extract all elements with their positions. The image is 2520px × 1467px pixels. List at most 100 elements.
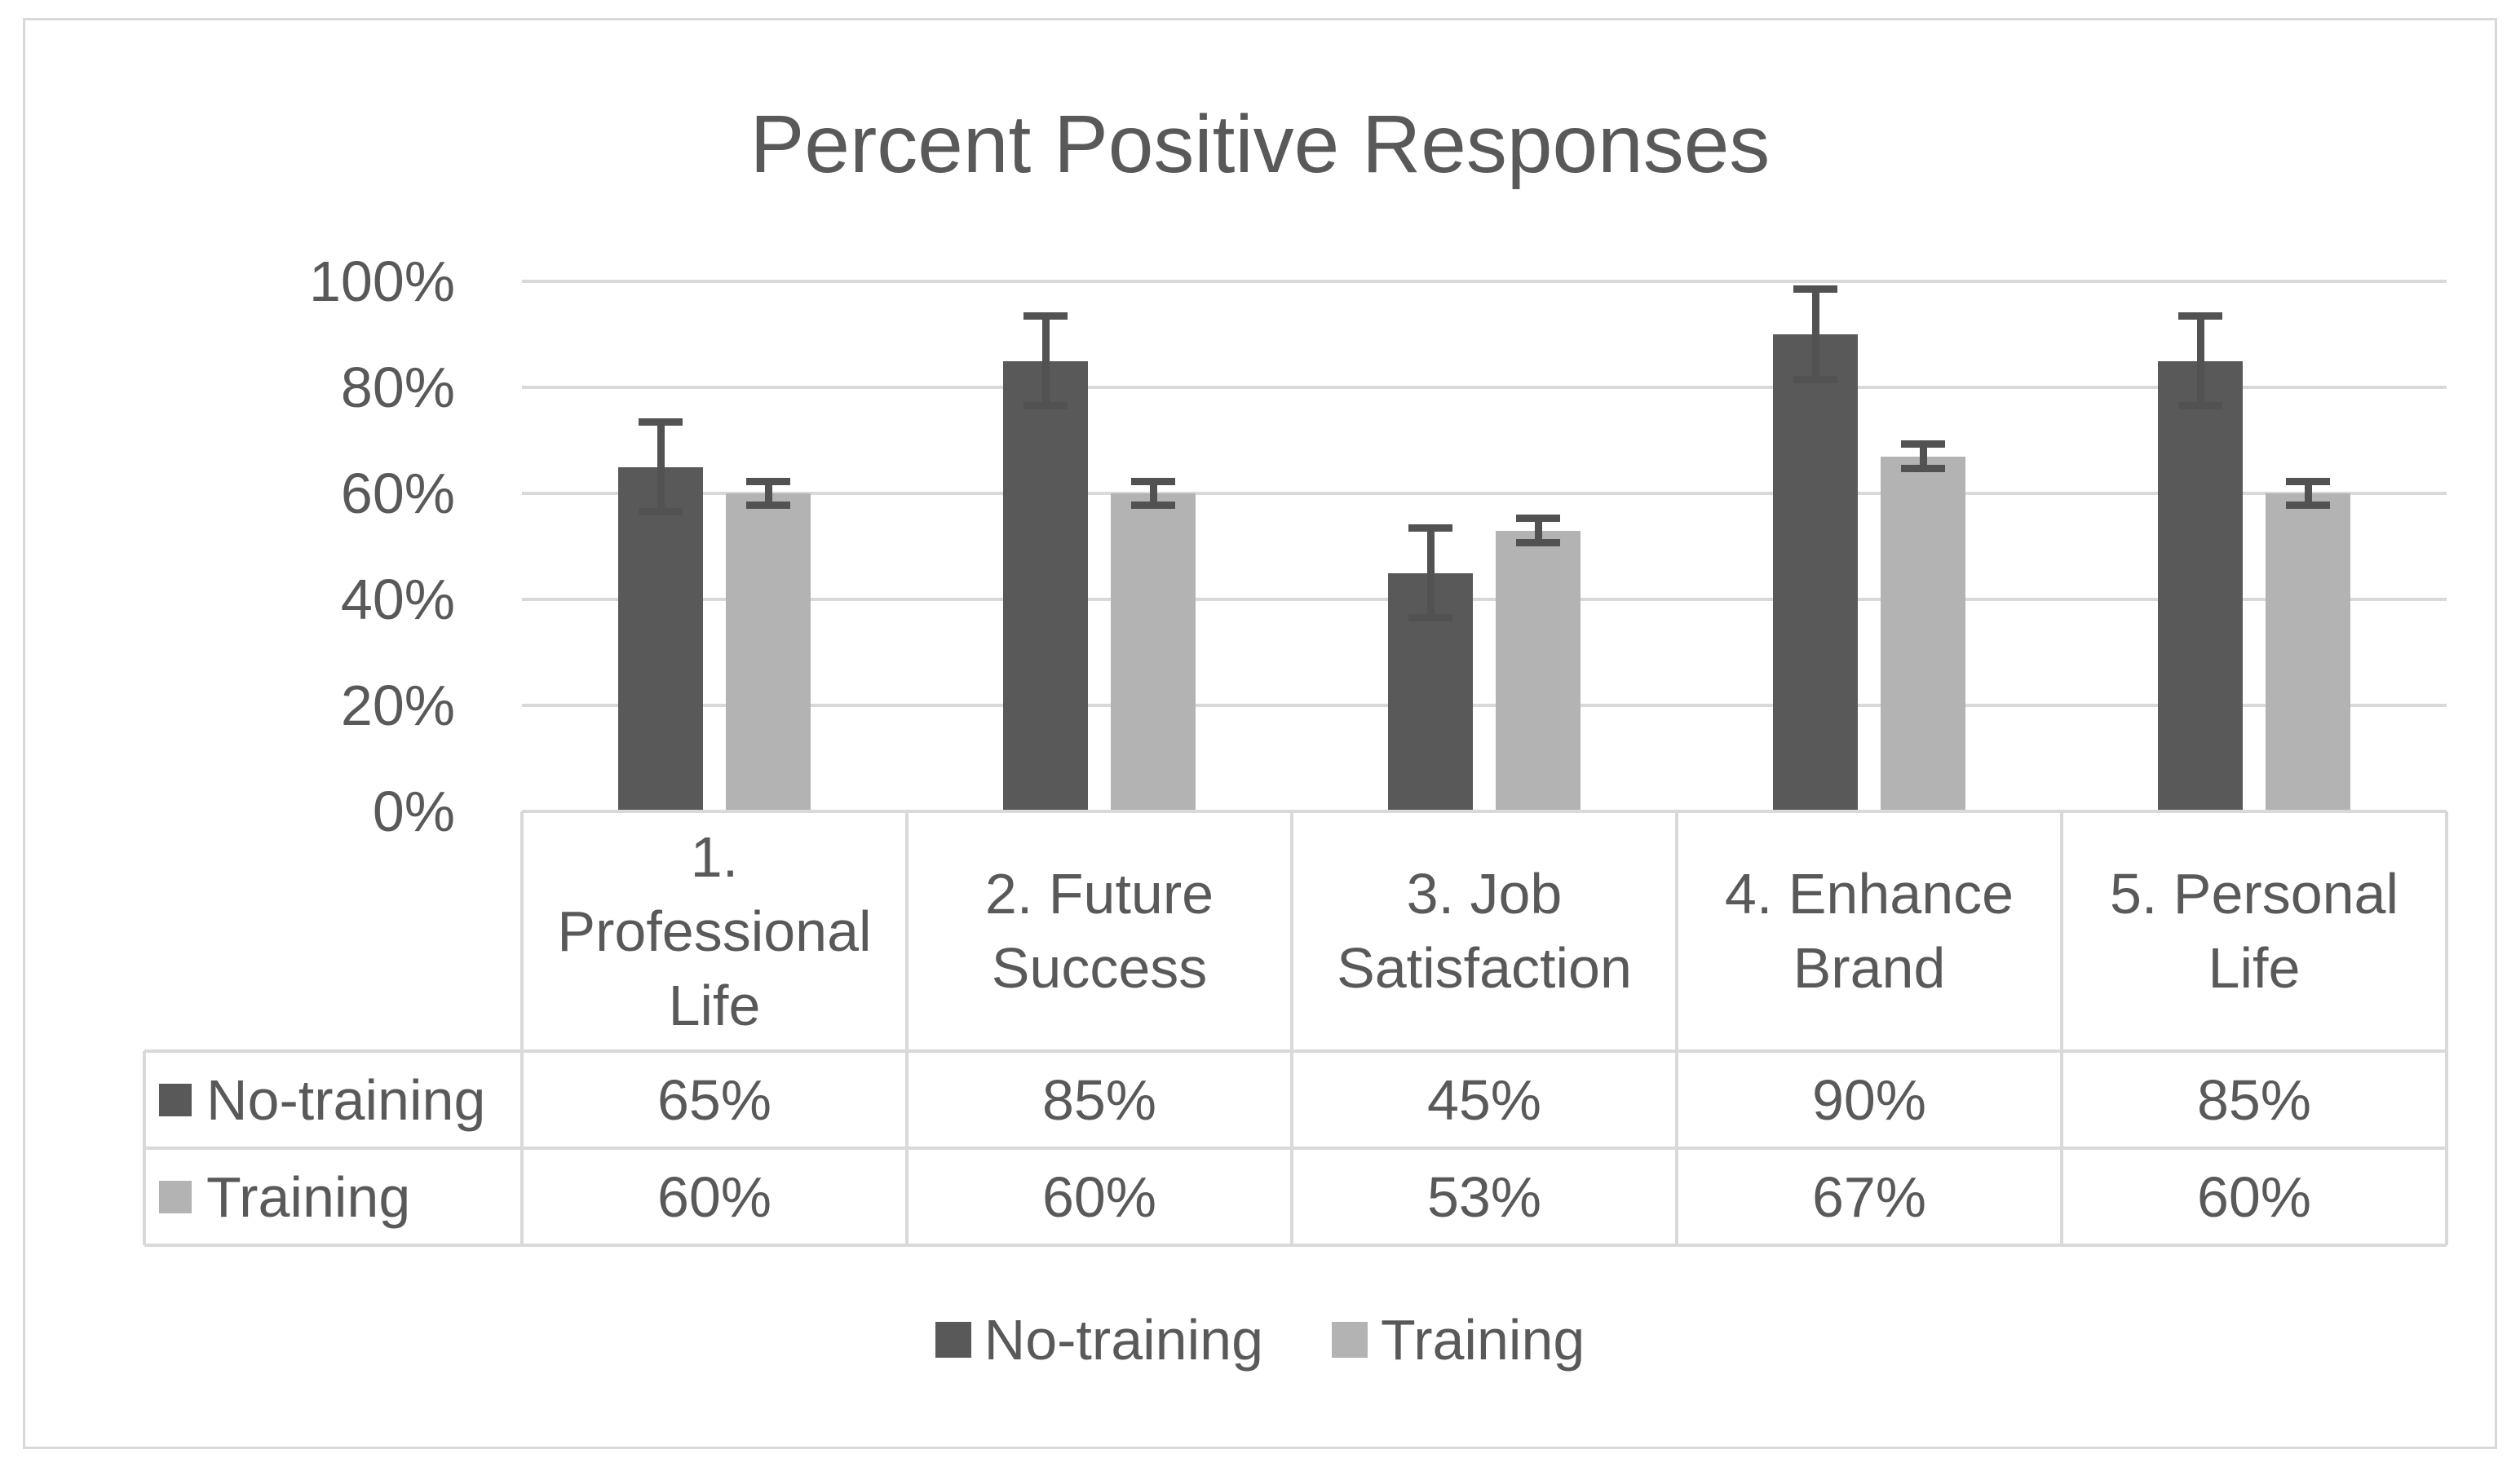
table-border-h — [144, 1147, 2447, 1150]
legend-key-swatch — [159, 1083, 192, 1116]
error-bar-cap-top — [746, 477, 790, 485]
bar-training — [1496, 530, 1581, 811]
category-label-line: Success — [991, 936, 1208, 1000]
error-bar-stem — [657, 422, 665, 512]
table-border-h — [522, 810, 2447, 813]
bar-training — [1111, 493, 1196, 811]
table-border-v — [905, 811, 909, 1245]
table-border-h — [144, 1244, 2447, 1247]
legend-label: No-training — [984, 1308, 1264, 1372]
legend: No-training Training — [0, 1303, 2520, 1376]
series-row-label: Training — [144, 1148, 522, 1245]
legend-swatch — [1332, 1322, 1368, 1358]
bar-training — [2266, 493, 2350, 811]
category-label: 3. Job Satisfaction — [1337, 857, 1632, 1005]
error-bar-cap-top — [1023, 312, 1068, 320]
gridline — [522, 492, 2447, 495]
error-bar-cap-bottom — [1408, 614, 1452, 622]
table-value-cell: 90% — [1811, 1067, 1927, 1132]
legend-item: No-training — [935, 1307, 1263, 1372]
error-bar-cap-bottom — [639, 508, 683, 516]
table-value-cell: 45% — [1426, 1067, 1542, 1132]
error-bar-stem — [1149, 481, 1157, 506]
error-bar-cap-top — [639, 418, 683, 426]
category-header-cell: 3. Job Satisfaction — [1292, 811, 1677, 1051]
category-label-line: 1. — [690, 824, 739, 889]
error-bar-cap-top — [1408, 524, 1452, 532]
chart-border — [23, 18, 2497, 1449]
category-label: 5. Personal Life — [2110, 857, 2398, 1005]
error-bar-stem — [1919, 444, 1927, 469]
bar-training — [1881, 456, 1965, 811]
category-label-line: 5. Personal — [2109, 862, 2399, 926]
error-bar-stem — [1426, 528, 1435, 618]
series-row-label: No-training — [144, 1051, 522, 1148]
error-bar-cap-bottom — [1793, 375, 1837, 383]
bar-no-training — [2158, 360, 2243, 811]
table-value-cell: 60% — [657, 1164, 772, 1229]
series-name: No-training — [206, 1067, 486, 1132]
table-value-cell: 65% — [657, 1067, 772, 1132]
error-bar-cap-top — [1793, 285, 1837, 294]
gridline — [522, 280, 2447, 283]
error-bar-cap-bottom — [1901, 464, 1945, 472]
legend-swatch — [935, 1322, 971, 1358]
error-bar-cap-top — [1131, 477, 1175, 485]
error-bar-stem — [1041, 316, 1050, 406]
error-bar-stem — [764, 481, 772, 506]
chart-title: Percent Positive Responses — [749, 99, 1771, 190]
category-label: 4. Enhance Brand — [1725, 857, 2014, 1005]
category-label-line: 4. Enhance — [1724, 862, 2014, 926]
legend-key-swatch — [159, 1180, 192, 1213]
table-border-v — [2060, 811, 2063, 1245]
category-label-line: 3. Job — [1406, 862, 1563, 926]
category-label-line: Life — [2208, 936, 2301, 1000]
category-label-line: Satisfaction — [1337, 936, 1632, 1000]
category-header-cell: 4. Enhance Brand — [1677, 811, 2062, 1051]
error-bar-cap-top — [1516, 515, 1560, 523]
error-bar-cap-bottom — [1023, 402, 1068, 410]
table-value-cell: 60% — [2196, 1164, 2312, 1229]
y-tick-label: 40% — [340, 568, 455, 631]
table-border-v — [1675, 811, 1678, 1245]
y-tick-label: 20% — [340, 674, 455, 737]
table-value-cell: 67% — [1811, 1164, 1927, 1229]
y-tick-label: 100% — [308, 250, 455, 313]
category-label: 2. Future Success — [985, 857, 1214, 1005]
category-label-line: Brand — [1793, 936, 1946, 1000]
table-value-cell: 85% — [2196, 1067, 2312, 1132]
category-label-line: Life — [668, 973, 761, 1037]
bar-no-training — [618, 466, 703, 811]
table-value-cell: 53% — [1426, 1164, 1542, 1229]
table-value-cell: 85% — [1041, 1067, 1157, 1132]
bar-no-training — [1773, 334, 1858, 811]
error-bar-cap-bottom — [2178, 402, 2222, 410]
y-tick-label: 60% — [340, 462, 455, 525]
error-bar-stem — [1811, 289, 1819, 380]
series-name: Training — [206, 1164, 411, 1229]
bar-training — [726, 493, 811, 811]
y-tick-label: 80% — [340, 356, 455, 419]
gridline — [522, 386, 2447, 389]
table-border-v — [143, 1051, 146, 1245]
gridline — [522, 598, 2447, 601]
table-border-h — [144, 1049, 2447, 1053]
error-bar-stem — [1534, 518, 1542, 543]
category-header-cell: 2. Future Success — [907, 811, 1292, 1051]
table-border-v — [520, 811, 524, 1245]
category-header-cell: 1. Professional Life — [522, 811, 907, 1051]
category-label-line: 2. Future — [984, 862, 1214, 926]
y-tick-label: 0% — [372, 780, 455, 843]
error-bar-cap-bottom — [1131, 502, 1175, 510]
legend-item: Training — [1332, 1307, 1585, 1372]
error-bar-cap-top — [2286, 477, 2330, 485]
error-bar-cap-bottom — [2286, 502, 2330, 510]
category-label-line: Professional — [557, 899, 872, 963]
gridline — [522, 704, 2447, 707]
category-header-cell: 5. Personal Life — [2062, 811, 2447, 1051]
error-bar-cap-top — [1901, 440, 1945, 448]
table-border-v — [2445, 811, 2448, 1245]
table-value-cell: 60% — [1041, 1164, 1157, 1229]
bar-no-training — [1003, 360, 1088, 811]
